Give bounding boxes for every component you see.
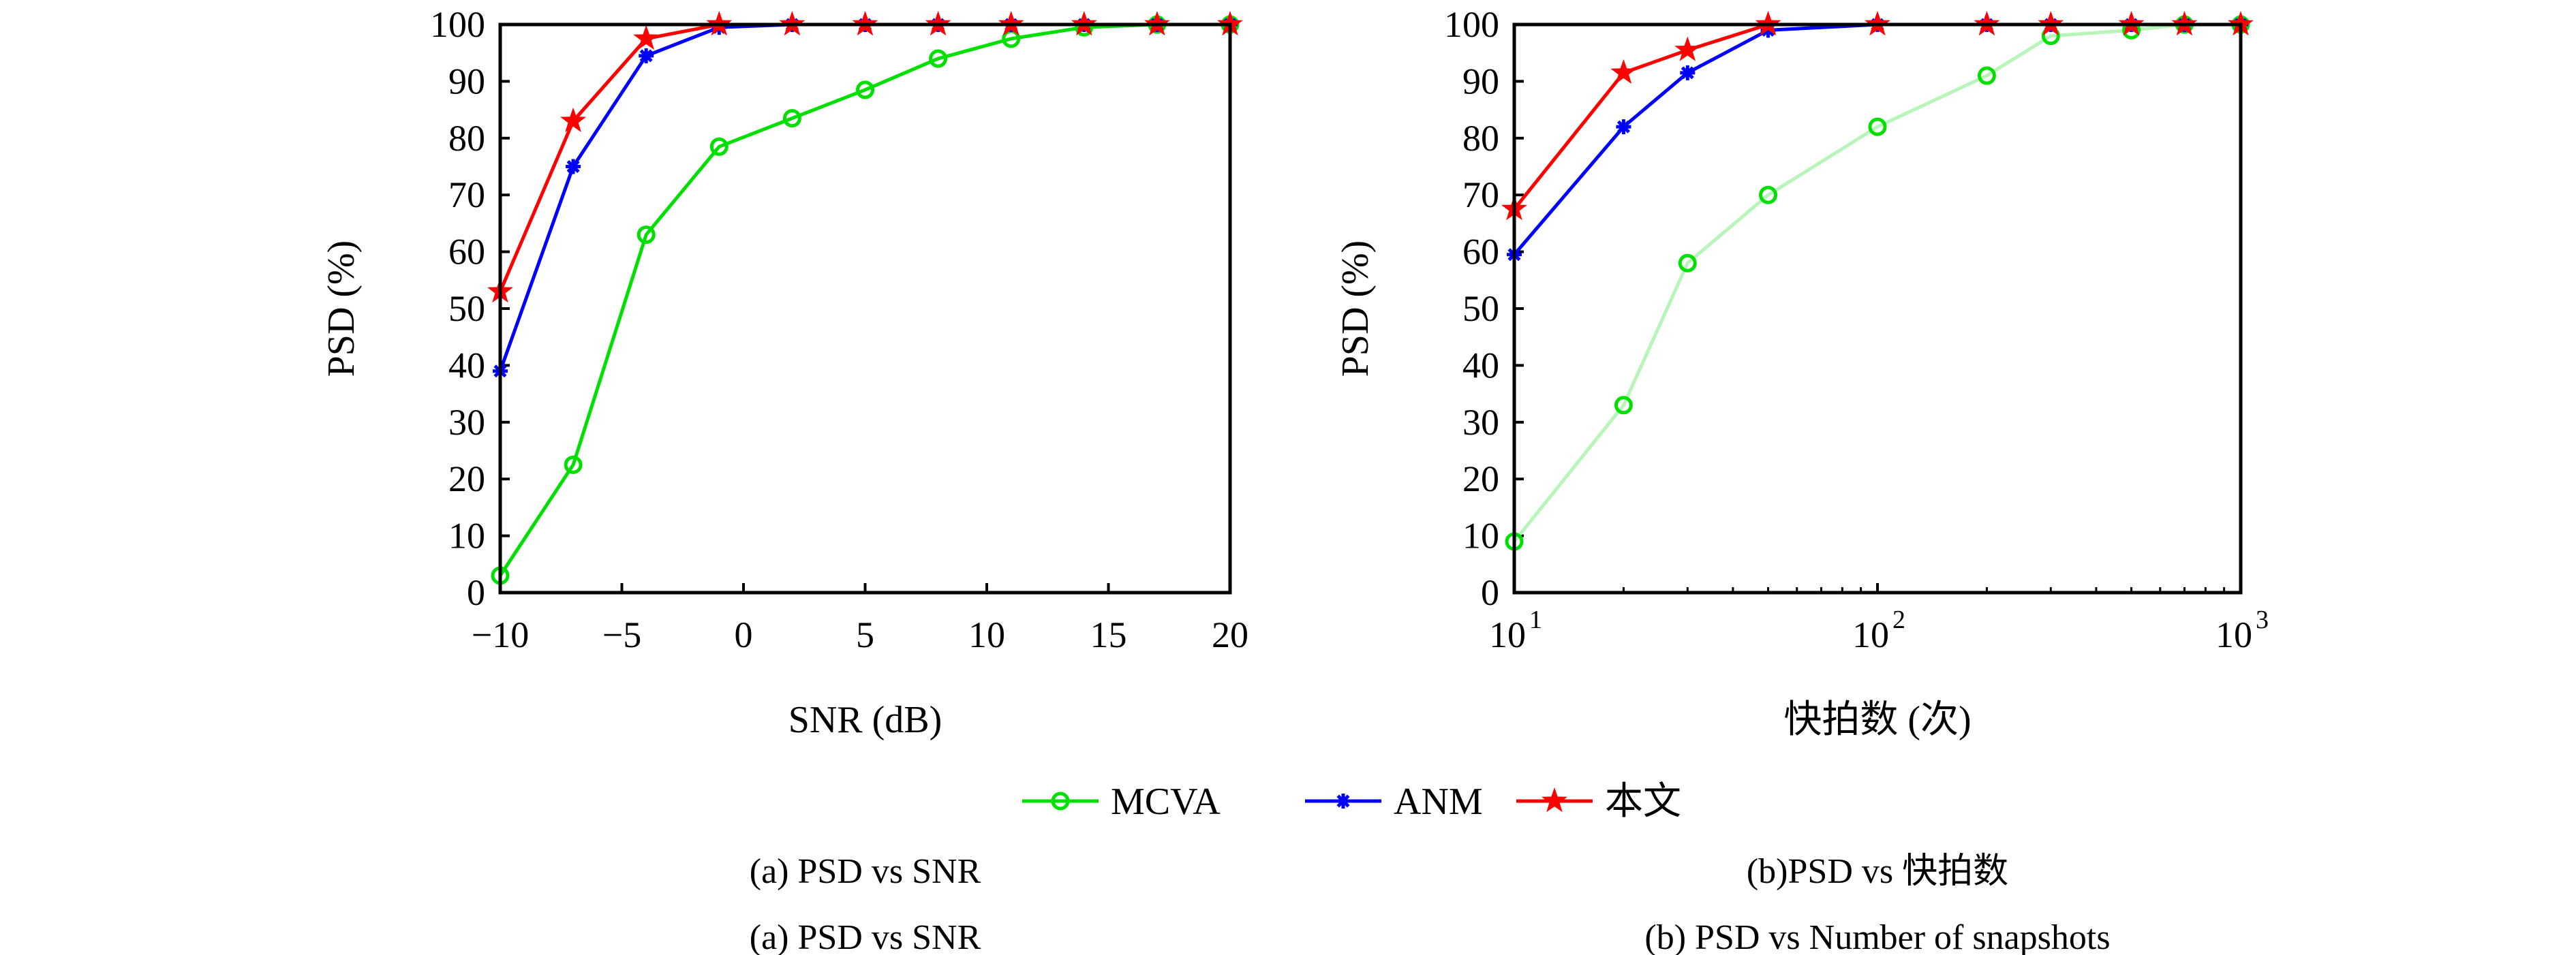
x-tick-label: 15 (1090, 614, 1127, 655)
x-tick-exponent: 1 (1529, 606, 1542, 634)
y-tick-label: 50 (448, 288, 485, 329)
x-tick-label: 10 (1489, 614, 1526, 655)
plot-frame (498, 22, 1232, 595)
x-tick-label: 10 (1852, 614, 1889, 655)
x-tick-label: 10 (968, 614, 1005, 655)
y-axis-label: PSD (%) (320, 240, 363, 377)
data-point (1678, 253, 1697, 272)
caption-line-2: (a) PSD vs SNR (750, 918, 981, 955)
x-tick-label: 0 (735, 614, 753, 655)
y-tick-label: 90 (1462, 61, 1499, 101)
legend-entry-本文: 本文 (1516, 781, 1681, 823)
legend-marker (1542, 787, 1567, 813)
data-point (1616, 119, 1631, 135)
series-line (1513, 22, 2241, 543)
legend-marker (1336, 794, 1351, 809)
x-tick-label: −10 (472, 614, 529, 655)
caption-line-1: (b)PSD vs 快拍数 (1747, 852, 2008, 891)
y-tick-label: 80 (1462, 118, 1499, 159)
x-tick-label: 10 (2215, 614, 2252, 655)
x-tick-label: 5 (856, 614, 874, 655)
legend-marker (1051, 792, 1070, 811)
y-tick-label: 30 (448, 402, 485, 443)
y-tick-label: 10 (448, 516, 485, 557)
y-tick-label: 0 (1481, 572, 1499, 613)
caption-line-2: (b) PSD vs Number of snapshots (1644, 918, 2110, 955)
series-line (1513, 22, 2241, 210)
y-tick-label: 10 (1462, 516, 1499, 557)
series-line (1513, 22, 2241, 256)
y-tick-label: 20 (448, 458, 485, 499)
caption-line-1: (a) PSD vs SNR (750, 852, 981, 891)
series-MCVA (1505, 15, 2250, 551)
y-tick-label: 30 (1462, 402, 1499, 443)
plot-frame (1512, 22, 2243, 595)
data-point (560, 107, 587, 132)
x-axis-label: SNR (dB) (788, 699, 942, 741)
data-point (856, 80, 874, 99)
legend-label: MCVA (1111, 781, 1221, 823)
data-point (1680, 65, 1696, 80)
data-point (1760, 22, 1776, 38)
y-tick-label: 50 (1462, 288, 1499, 329)
y-tick-label: 40 (448, 345, 485, 386)
y-tick-label: 40 (1462, 345, 1499, 386)
legend-entry-ANM: ANM (1305, 781, 1483, 823)
series-ANM (493, 17, 1238, 379)
y-tick-label: 90 (448, 61, 485, 101)
data-point (1977, 66, 1996, 85)
data-point (1614, 396, 1633, 415)
y-tick-label: 70 (448, 174, 485, 215)
x-tick-label: 20 (1212, 614, 1248, 655)
y-tick-label: 100 (1444, 4, 1499, 45)
chart-panel-a: 0 10 20 30 40 50 60 70 80 90 100 −10 −5 0 5 10 15 20 SNR (… (320, 4, 1248, 955)
data-point (709, 137, 729, 156)
x-tick-label: −5 (602, 614, 641, 655)
data-point (1759, 185, 1778, 204)
data-point (566, 159, 581, 174)
x-tick-exponent: 2 (1892, 606, 1905, 634)
x-tick-exponent: 3 (2256, 606, 2269, 634)
data-point (564, 455, 583, 474)
series-line (498, 22, 1230, 292)
series-MCVA (491, 15, 1240, 585)
legend-label: ANM (1394, 781, 1483, 823)
data-point (929, 49, 948, 68)
y-tick-label: 0 (467, 572, 485, 613)
y-tick-label: 100 (430, 4, 485, 45)
data-point (633, 25, 660, 50)
y-tick-label: 70 (1462, 174, 1499, 215)
legend-label: 本文 (1605, 781, 1681, 823)
y-tick-label: 20 (1462, 458, 1499, 499)
series-line (498, 22, 1230, 577)
series-ANM (1507, 17, 2248, 262)
data-point (1868, 117, 1887, 136)
data-point (1610, 59, 1637, 84)
data-point (1674, 36, 1701, 61)
y-tick-label: 60 (1462, 232, 1499, 272)
legend-entry-MCVA: MCVA (1022, 781, 1221, 823)
legend: MCVA ANM 本文 (1022, 781, 1681, 823)
data-point (782, 109, 801, 128)
series-本文 (487, 11, 1243, 303)
y-axis-label: PSD (%) (1334, 240, 1377, 377)
series-line (498, 22, 1230, 372)
y-tick-label: 60 (448, 232, 485, 272)
x-axis-label: 快拍数 (次) (1783, 699, 1971, 741)
data-point (639, 48, 654, 63)
data-point (637, 225, 656, 245)
y-tick-label: 80 (448, 118, 485, 159)
series-本文 (1501, 11, 2254, 221)
